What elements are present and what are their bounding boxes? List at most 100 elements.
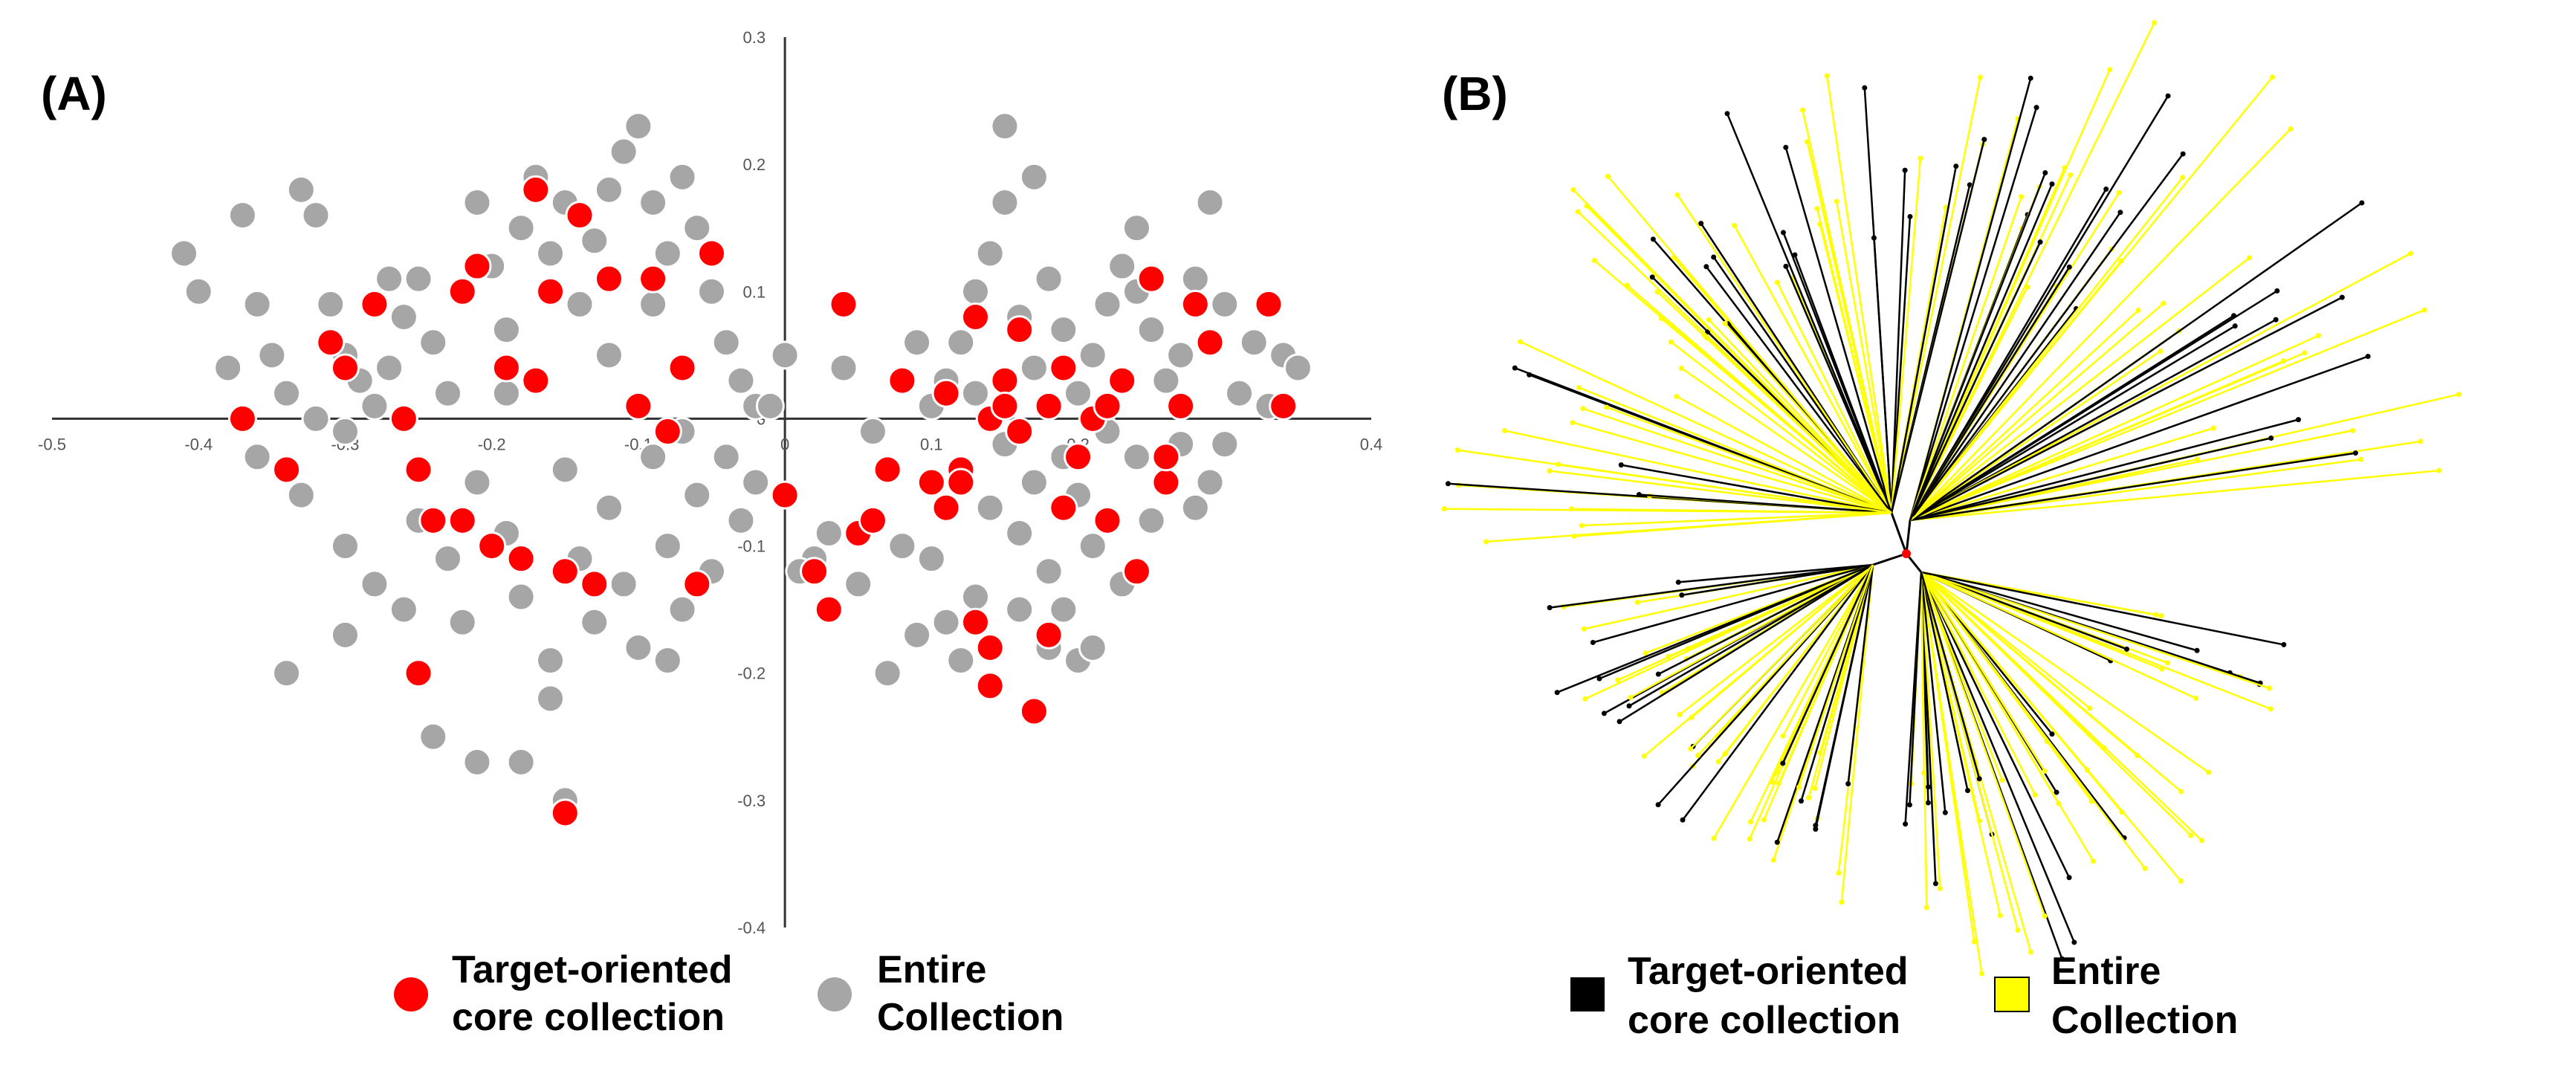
tree-tip xyxy=(1624,282,1630,288)
legend-tree-core-line2: core collection xyxy=(1628,999,1900,1042)
tree-branch xyxy=(1909,452,2356,522)
tree-branch xyxy=(1691,564,1874,719)
tree-tip xyxy=(2161,300,2166,306)
data-point xyxy=(975,493,1005,522)
data-point xyxy=(1049,353,1078,383)
tree-tip xyxy=(1824,73,1830,79)
tree-tip xyxy=(2456,392,2462,398)
tree-tip xyxy=(1643,650,1648,656)
tree-branch xyxy=(1689,564,1874,750)
tree-tip xyxy=(1445,481,1451,487)
data-point xyxy=(916,544,946,574)
tree-branch xyxy=(1793,254,1893,514)
tree-root-marker xyxy=(1902,549,1911,558)
tree-branch xyxy=(1800,564,1874,802)
data-point xyxy=(1019,162,1049,192)
tree-tip xyxy=(1800,107,1806,113)
data-point xyxy=(316,289,346,319)
tree-tip xyxy=(2032,792,2038,797)
tree-tip xyxy=(1781,230,1787,236)
tree-tip xyxy=(1812,786,1818,792)
data-point xyxy=(301,404,331,433)
tree-branch xyxy=(1680,367,1892,514)
data-point xyxy=(594,175,624,204)
tree-tip xyxy=(2028,75,2033,81)
data-point xyxy=(814,595,844,624)
tree-tip xyxy=(1634,599,1640,605)
tree-tip xyxy=(1655,802,1661,808)
tree-branch xyxy=(1890,139,1986,514)
data-point xyxy=(1210,430,1240,459)
tree-branch xyxy=(1556,563,1874,693)
tree-tip xyxy=(2117,210,2123,216)
data-point xyxy=(961,607,990,637)
tree-branch xyxy=(1676,194,1893,514)
data-point xyxy=(242,442,272,472)
tree-tip xyxy=(1806,794,1812,800)
tree-tip xyxy=(1605,173,1611,179)
data-point xyxy=(418,722,448,751)
data-point xyxy=(726,366,756,395)
tree-tip xyxy=(2085,767,2091,773)
data-point xyxy=(931,378,961,408)
tree-tip xyxy=(1798,798,1804,804)
data-point xyxy=(272,378,302,408)
tree-tip xyxy=(1783,144,1789,150)
tree-tip xyxy=(1796,784,1802,790)
tree-tip xyxy=(2116,190,2122,195)
data-point xyxy=(961,582,990,612)
data-point xyxy=(638,289,668,319)
tree-tip xyxy=(1615,677,1621,683)
data-point xyxy=(711,442,741,472)
legend-core-swatch xyxy=(1570,977,1605,1011)
tree-tip xyxy=(2421,307,2427,313)
scatter-legend: Target-oriented core collection Entire C… xyxy=(394,948,1064,1039)
data-point xyxy=(491,315,521,345)
tree-branch xyxy=(1909,325,2236,522)
data-point xyxy=(902,620,932,650)
x-tick-label: 0 xyxy=(780,435,789,453)
tree-branch xyxy=(1909,172,2047,521)
tree-tip xyxy=(1792,252,1798,258)
data-point xyxy=(741,467,771,497)
data-point xyxy=(887,531,917,561)
data-point xyxy=(536,684,566,713)
data-point xyxy=(462,748,492,777)
data-point xyxy=(536,276,566,306)
tree-tip xyxy=(1617,719,1622,725)
tree-tip xyxy=(1921,770,1927,776)
tree-tip xyxy=(2436,467,2442,473)
tree-branch xyxy=(1909,252,2412,522)
panel-a-label: (A) xyxy=(41,67,107,120)
data-point xyxy=(873,658,902,688)
tree-branch xyxy=(1909,153,2184,521)
tree-branch xyxy=(1584,563,1874,630)
tree-branch xyxy=(1682,564,1874,821)
tree-branch xyxy=(1920,571,2198,652)
tree-branch xyxy=(1920,571,2270,690)
legend-core-line2: core collection xyxy=(452,996,725,1039)
data-point xyxy=(946,328,976,357)
tree-tip xyxy=(1669,339,1674,345)
panel-b-label: (B) xyxy=(1442,67,1508,120)
legend-tree-core-line1: Target-oriented xyxy=(1628,950,1909,993)
tree-branch xyxy=(1670,341,1892,514)
tree-tip xyxy=(1774,839,1780,845)
tree-branch xyxy=(1909,212,2121,521)
tree-tip xyxy=(1580,406,1586,412)
tree-branch xyxy=(1909,297,2343,522)
tree-tip xyxy=(2193,696,2199,702)
tree-branch xyxy=(1712,564,1874,839)
data-point xyxy=(1136,315,1166,345)
tree-branch xyxy=(1920,572,2036,796)
tree-branch xyxy=(1920,572,2192,837)
tree-tip xyxy=(2124,646,2130,652)
data-point xyxy=(990,391,1020,421)
tree-tip xyxy=(1512,365,1518,371)
tree-branch xyxy=(1808,564,1874,798)
data-point xyxy=(506,544,536,574)
legend-tree-entire-line1: Entire xyxy=(2051,950,2161,993)
tree-trunk xyxy=(1905,519,1912,554)
tree-branch xyxy=(1718,564,1874,763)
data-point xyxy=(653,646,682,676)
